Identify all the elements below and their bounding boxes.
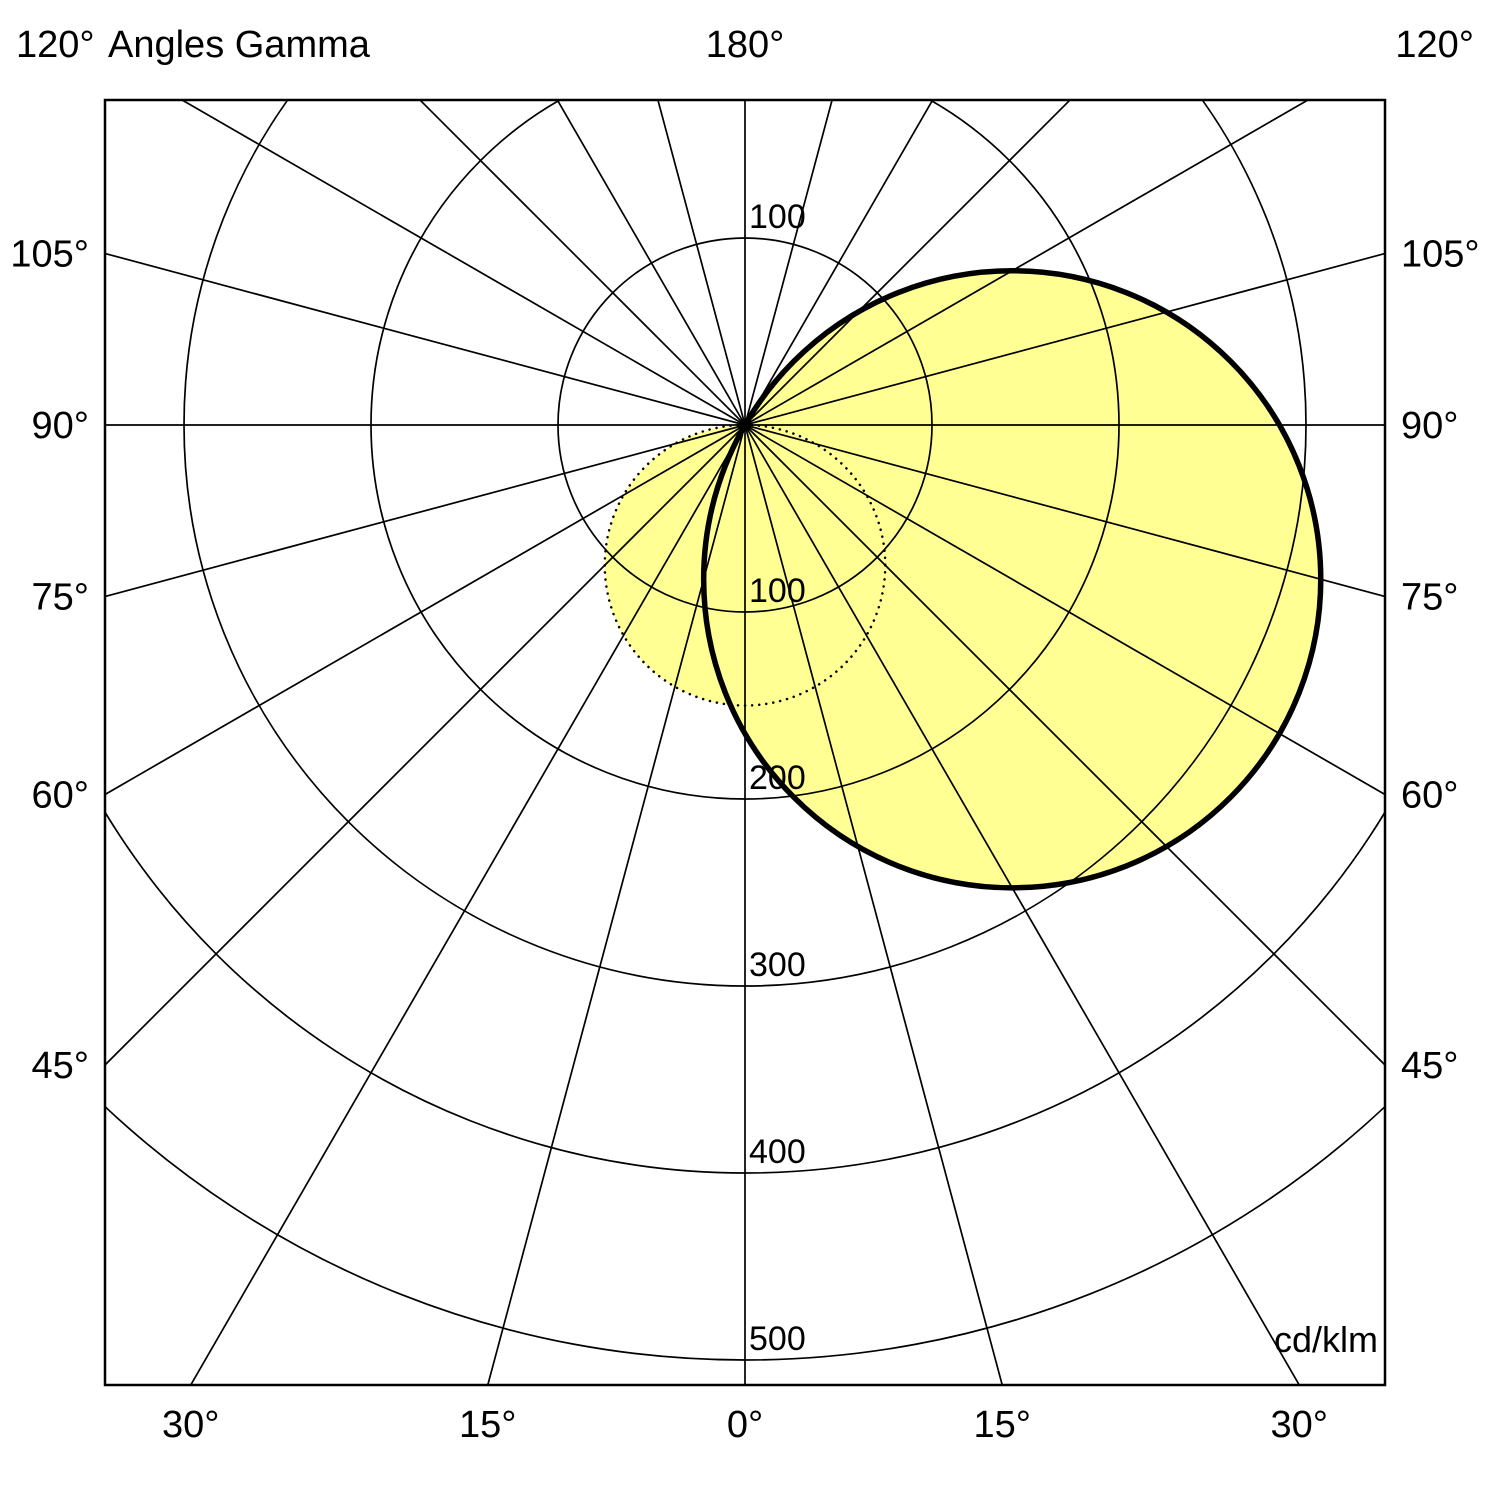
gamma-axis-label-bottom--30: 30° bbox=[162, 1404, 219, 1446]
polar-grid-ray-345 bbox=[486, 424, 746, 1385]
gamma-axis-label-bottom-30: 30° bbox=[1271, 1404, 1328, 1446]
polar-grid-ray-150 bbox=[744, 100, 934, 426]
polar-grid-ray-195 bbox=[657, 100, 746, 426]
ring-value-label-300: 300 bbox=[749, 946, 806, 984]
gamma-axis-label-right-90: 90° bbox=[1401, 405, 1458, 447]
unit-label: cd/klm bbox=[1273, 1319, 1378, 1360]
intensity-curve-dotted bbox=[603, 423, 887, 707]
gamma-axis-label-left-75: 75° bbox=[32, 576, 89, 618]
gamma-axis-label-bottom-0: 0° bbox=[727, 1404, 763, 1446]
ring-value-label-100: 100 bbox=[749, 572, 806, 610]
polar-grid-ray-15 bbox=[744, 424, 1004, 1385]
polar-grid-ray-30 bbox=[744, 424, 1301, 1385]
intensity-curve-solid bbox=[700, 267, 1324, 891]
polar-grid-ray-75 bbox=[744, 424, 1385, 598]
gamma-axis-label-right-60: 60° bbox=[1401, 775, 1458, 817]
gamma-axis-label-left-105: 105° bbox=[10, 234, 89, 276]
gamma-axis-label-bottom--15: 15° bbox=[459, 1404, 516, 1446]
gamma-pole-label: 180° bbox=[705, 24, 785, 66]
polar-grid-ray-300 bbox=[105, 424, 746, 796]
gamma-axis-label-left-60: 60° bbox=[32, 775, 89, 817]
polar-grid-ray-135 bbox=[744, 100, 1072, 426]
polar-grid-ray-330 bbox=[189, 424, 746, 1385]
ring-value-label-500: 500 bbox=[749, 1320, 806, 1358]
plot-border bbox=[103, 98, 1387, 1387]
ring-value-label-200: 200 bbox=[749, 759, 806, 797]
ring-value-label-top: 100 bbox=[749, 198, 806, 236]
polar-grid-ray-255 bbox=[105, 252, 746, 426]
polar-grid-ray-45 bbox=[744, 424, 1385, 1067]
polar-grid-ray-105 bbox=[744, 252, 1385, 426]
chart-title: Angles Gamma bbox=[108, 24, 370, 66]
gamma-axis-label-right-45: 45° bbox=[1401, 1045, 1458, 1087]
polar-grid-ray-315 bbox=[105, 424, 746, 1067]
ring-value-label-400: 400 bbox=[749, 1133, 806, 1171]
polar-grid-ray-120 bbox=[744, 100, 1310, 426]
gamma-axis-label-left-90: 90° bbox=[32, 405, 89, 447]
polar-grid-ray-60 bbox=[744, 424, 1385, 796]
polar-grid-ray-210 bbox=[556, 100, 746, 426]
gamma-axis-label-right-75: 75° bbox=[1401, 576, 1458, 618]
polar-grid-ray-285 bbox=[105, 424, 746, 598]
gamma-corner-label-left: 120° bbox=[16, 24, 95, 66]
gamma-corner-label-right: 120° bbox=[1395, 24, 1474, 66]
gamma-axis-label-right-105: 105° bbox=[1401, 234, 1480, 276]
polar-grid-ray-240 bbox=[180, 100, 746, 426]
polar-grid-ray-165 bbox=[744, 100, 833, 426]
gamma-axis-label-bottom-15: 15° bbox=[973, 1404, 1030, 1446]
gamma-axis-label-left-45: 45° bbox=[32, 1045, 89, 1087]
polar-grid-ray-225 bbox=[418, 100, 746, 426]
